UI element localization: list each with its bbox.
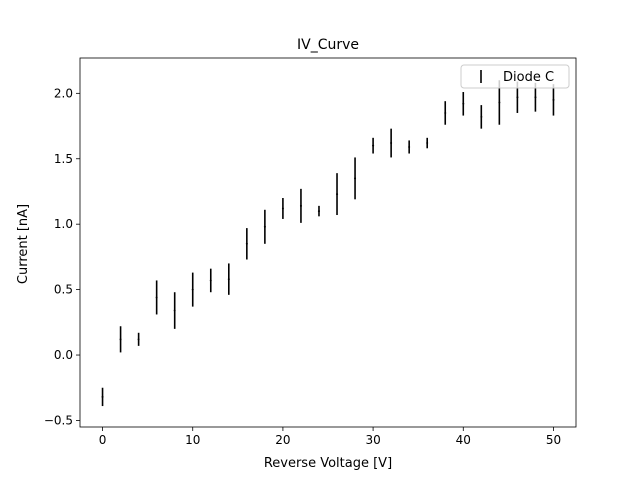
axes-frame bbox=[79, 57, 577, 428]
legend-label: Diode C bbox=[503, 70, 554, 85]
data-point bbox=[119, 338, 122, 341]
y-tick-label: 0.5 bbox=[54, 283, 73, 297]
data-point bbox=[155, 296, 158, 299]
legend: Diode C bbox=[460, 64, 570, 89]
y-axis-label: Current [nA] bbox=[16, 204, 31, 284]
x-tick-label: 40 bbox=[456, 433, 471, 447]
data-point bbox=[245, 242, 248, 245]
x-tick-label: 10 bbox=[185, 433, 200, 447]
data-point bbox=[426, 142, 429, 145]
data-point bbox=[263, 225, 266, 228]
chart-title: IV_Curve bbox=[297, 37, 359, 53]
data-point bbox=[372, 144, 375, 147]
data-point bbox=[354, 177, 357, 180]
y-tick-label: 2.0 bbox=[54, 86, 73, 100]
data-point bbox=[173, 309, 176, 312]
y-tick-label: 1.0 bbox=[54, 217, 73, 231]
data-point bbox=[462, 102, 465, 105]
legend-box bbox=[460, 64, 570, 89]
data-point bbox=[390, 142, 393, 145]
x-tick-label: 20 bbox=[275, 433, 290, 447]
data-point bbox=[534, 96, 537, 99]
y-tick-label: 0.0 bbox=[54, 348, 73, 362]
axes: 0 10 20 30 40 50 −0.5 0.0 0.5 1.0 1.5 2.0 bbox=[44, 57, 577, 447]
data-point bbox=[444, 111, 447, 114]
data-point bbox=[191, 288, 194, 291]
data-point bbox=[480, 115, 483, 118]
x-axis-label: Reverse Voltage [V] bbox=[264, 456, 392, 471]
y-tick-label: 1.5 bbox=[54, 152, 73, 166]
data-point bbox=[408, 145, 411, 148]
x-tick-label: 30 bbox=[365, 433, 380, 447]
data-point bbox=[101, 395, 104, 398]
data-point bbox=[137, 338, 140, 341]
data-point bbox=[317, 210, 320, 213]
data-point bbox=[281, 207, 284, 210]
x-tick-label: 50 bbox=[546, 433, 561, 447]
error-bars bbox=[101, 80, 555, 407]
data-point bbox=[552, 98, 555, 101]
data-point bbox=[336, 193, 339, 196]
x-tick-label: 0 bbox=[99, 433, 107, 447]
data-point bbox=[299, 204, 302, 207]
data-point bbox=[498, 101, 501, 104]
data-point bbox=[209, 279, 212, 282]
data-point bbox=[227, 278, 230, 281]
y-tick-label: −0.5 bbox=[44, 413, 73, 427]
data-point bbox=[516, 96, 519, 99]
